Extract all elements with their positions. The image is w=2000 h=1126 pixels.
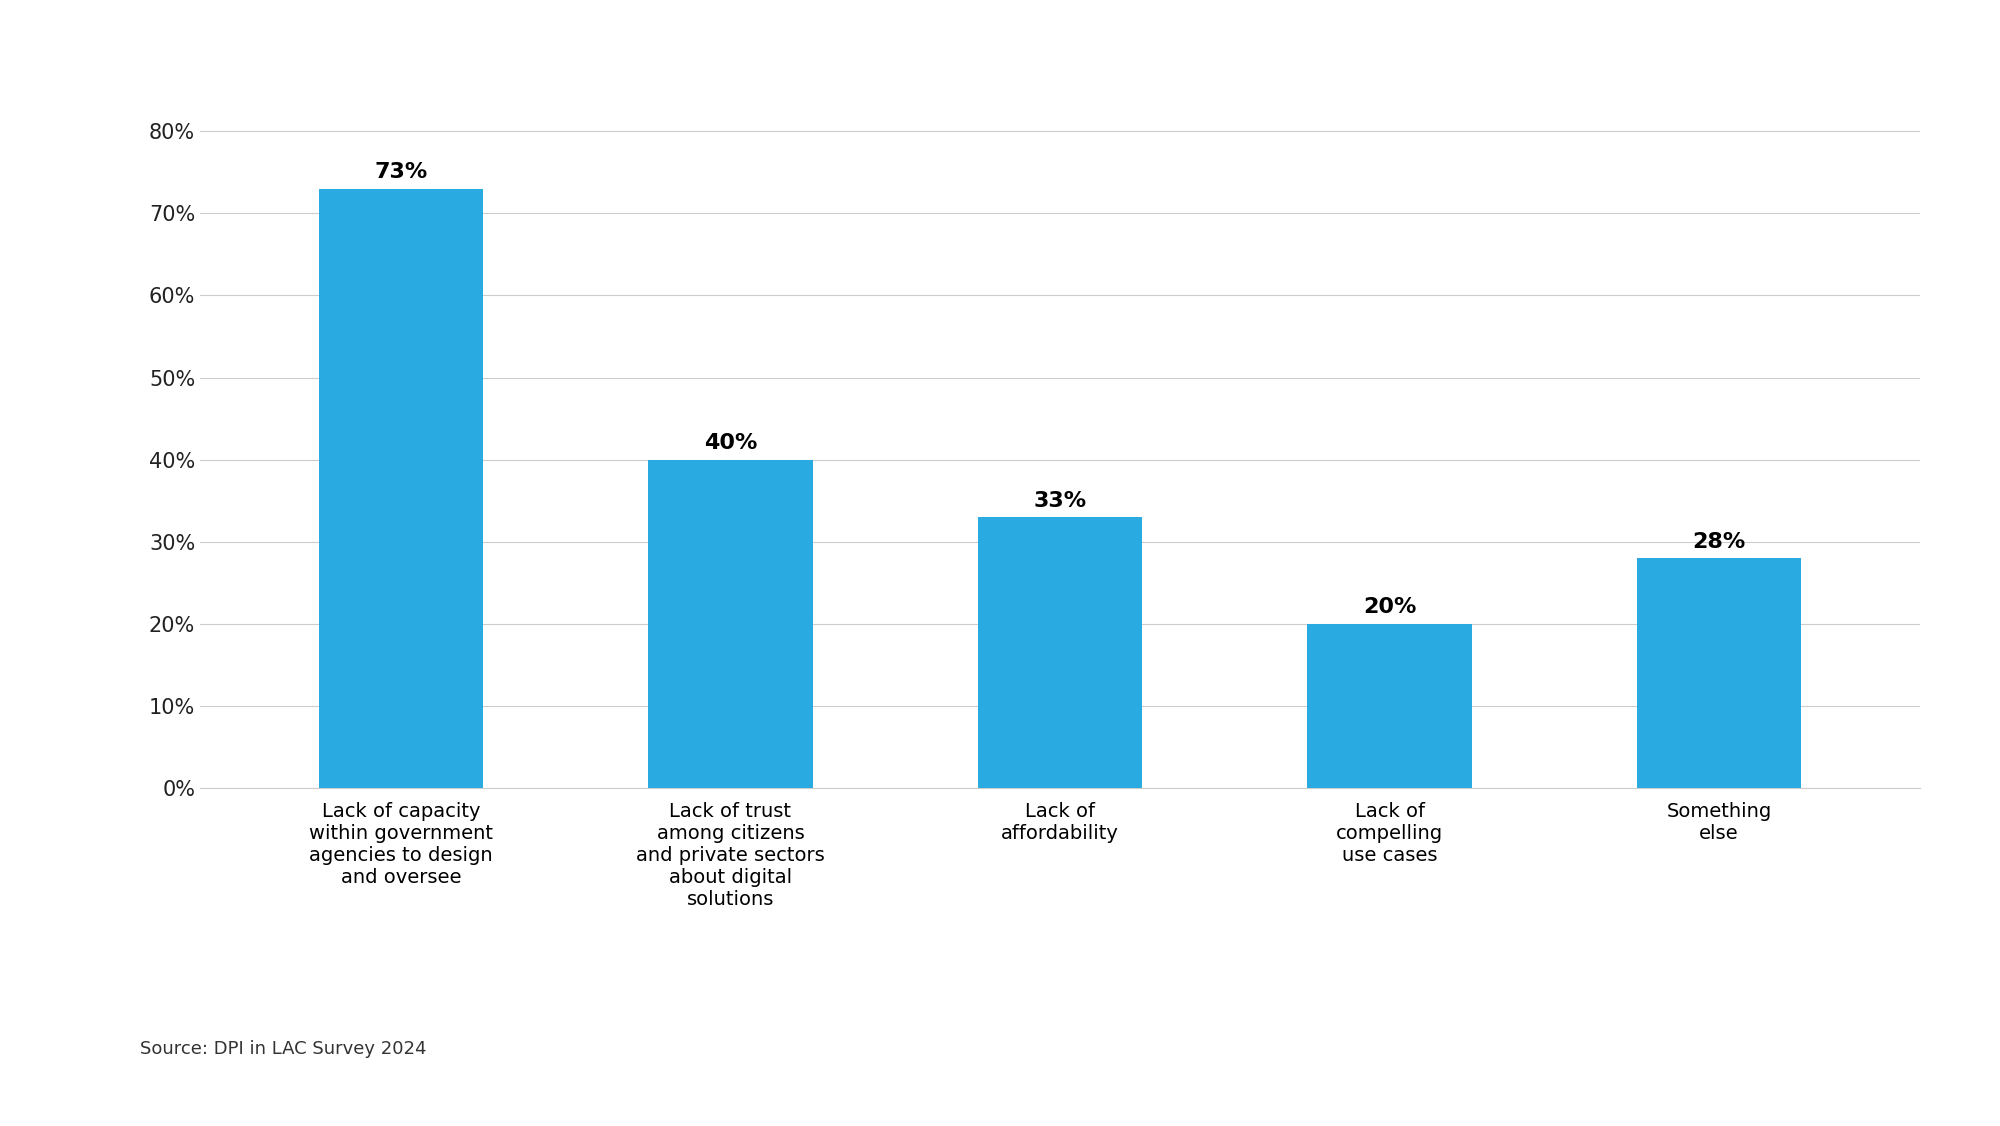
Text: 73%: 73% — [374, 162, 428, 182]
Text: 33%: 33% — [1034, 491, 1086, 510]
Text: 20%: 20% — [1362, 598, 1416, 617]
Bar — [978, 517, 1142, 788]
Bar — [1308, 624, 1472, 788]
Text: 28%: 28% — [1692, 531, 1746, 552]
Bar — [318, 189, 484, 788]
Text: 40%: 40% — [704, 434, 758, 453]
Bar — [1636, 558, 1802, 788]
Bar — [648, 459, 812, 788]
Text: Source: DPI in LAC Survey 2024: Source: DPI in LAC Survey 2024 — [140, 1040, 426, 1058]
